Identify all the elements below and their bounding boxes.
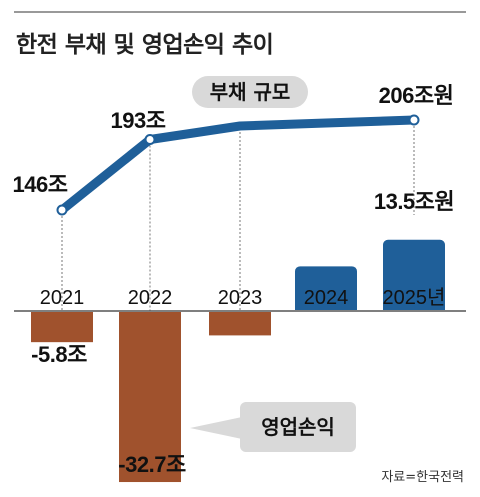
profit-bar-2024 bbox=[295, 266, 357, 310]
profit-value-label-2022: -32.7조 bbox=[118, 452, 186, 477]
debt-point-2022 bbox=[144, 134, 156, 145]
debt-point-2025 bbox=[408, 114, 420, 126]
profit-bar-2022 bbox=[119, 312, 181, 483]
year-tick-2022: 2022 bbox=[128, 287, 173, 309]
debt-value-label-2021: 146조 bbox=[13, 172, 68, 197]
debt-point-2021 bbox=[56, 204, 68, 216]
profit-value-label-2025: 13.5조원 bbox=[374, 189, 454, 214]
profit-bar-2025 bbox=[383, 239, 445, 310]
guide-lines bbox=[61, 126, 415, 311]
profit-bar-base bbox=[383, 304, 445, 310]
year-tick-2025: 2025년 bbox=[383, 286, 446, 309]
year-tick-2024: 2024 bbox=[304, 287, 349, 309]
year-tick-2021: 2021 bbox=[40, 287, 85, 309]
year-tick-2023: 2023 bbox=[218, 287, 263, 309]
profit-legend-label: 영업손익 bbox=[261, 415, 335, 439]
debt-value-label-2022: 193조 bbox=[111, 108, 166, 133]
debt-value-label-2025: 206조원 bbox=[379, 83, 454, 108]
profit-bar-base bbox=[295, 304, 357, 310]
chart-title: 한전 부채 및 영업손익 추이 bbox=[16, 32, 273, 58]
profit-bars bbox=[31, 239, 445, 483]
profit-bar-2021 bbox=[31, 312, 93, 343]
debt-line bbox=[56, 114, 420, 216]
debt-legend-pill: 부채 규모 bbox=[192, 76, 308, 108]
profit-value-label-2021: -5.8조 bbox=[31, 342, 87, 367]
profit-legend-callout: 영업손익 bbox=[190, 402, 356, 452]
profit-bar-2023 bbox=[209, 312, 271, 336]
value-labels: 146조 193조 206조원 -5.8조 -32.7조 13.5조원 bbox=[13, 83, 455, 477]
debt-line-path bbox=[57, 115, 419, 215]
source-note: 자료=한국전력 bbox=[381, 470, 464, 485]
debt-legend-label: 부채 규모 bbox=[210, 80, 291, 104]
year-ticks: 2021 2022 2023 2024 2025년 bbox=[40, 286, 446, 309]
